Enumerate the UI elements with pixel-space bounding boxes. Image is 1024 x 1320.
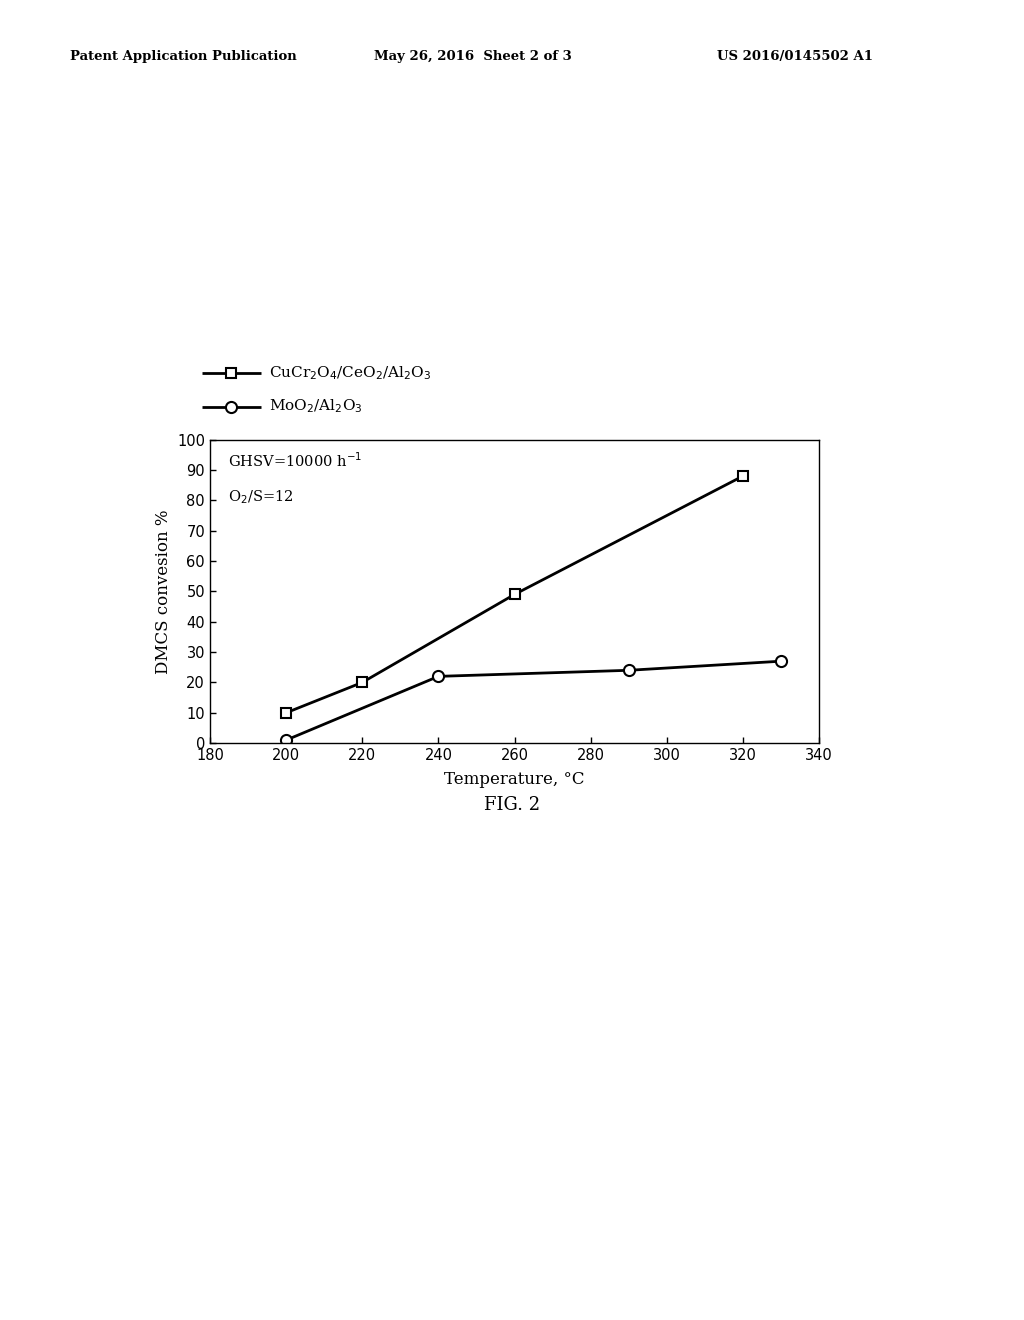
X-axis label: Temperature, °C: Temperature, °C [444,771,585,788]
Text: CuCr$_2$O$_4$/CeO$_2$/Al$_2$O$_3$: CuCr$_2$O$_4$/CeO$_2$/Al$_2$O$_3$ [269,364,432,381]
Text: May 26, 2016  Sheet 2 of 3: May 26, 2016 Sheet 2 of 3 [374,50,571,63]
Text: FIG. 2: FIG. 2 [484,796,540,814]
Text: US 2016/0145502 A1: US 2016/0145502 A1 [717,50,872,63]
Text: GHSV=10000 h$^{-1}$: GHSV=10000 h$^{-1}$ [228,451,362,470]
Text: Patent Application Publication: Patent Application Publication [70,50,296,63]
Text: O$_2$/S=12: O$_2$/S=12 [228,488,294,506]
Y-axis label: DMCS convesion %: DMCS convesion % [155,510,171,673]
Text: MoO$_2$/Al$_2$O$_3$: MoO$_2$/Al$_2$O$_3$ [269,397,362,416]
